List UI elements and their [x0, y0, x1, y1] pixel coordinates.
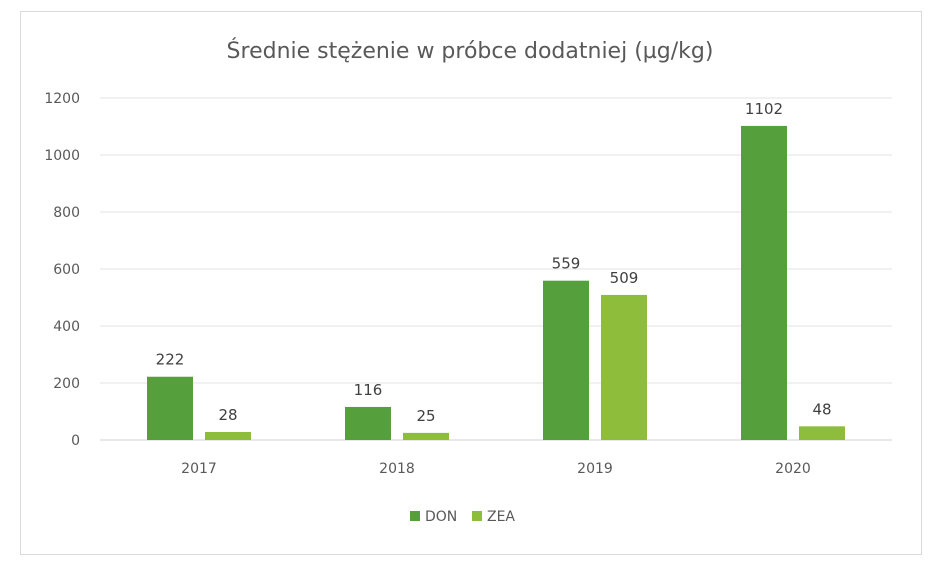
data-label-don-2019: 559: [552, 255, 581, 273]
legend-swatch-don: [410, 511, 420, 521]
legend-label-zea: ZEA: [487, 509, 515, 525]
bar-zea-2017: [205, 432, 251, 440]
x-tick-label: 2019: [577, 461, 613, 477]
bar-don-2018: [345, 406, 391, 440]
bar-zea-2018: [403, 432, 449, 440]
y-tick-label: 800: [53, 205, 80, 221]
y-tick-label: 1200: [44, 91, 80, 107]
y-tick-label: 200: [53, 376, 80, 392]
y-tick-label: 0: [71, 433, 80, 449]
data-label-zea-2018: 25: [416, 407, 435, 425]
data-labels: 222 28 116 25 559 509 1102 48: [156, 100, 832, 425]
bars: [147, 125, 845, 441]
bar-don-2020: [741, 125, 787, 441]
x-tick-label: 2020: [775, 461, 811, 477]
y-tick-label: 1000: [44, 148, 80, 164]
bar-don-2019: [543, 280, 589, 440]
y-axis-ticks: 0 200 400 600 800 1000 1200: [44, 91, 80, 449]
y-tick-label: 400: [53, 319, 80, 335]
legend-label-don: DON: [425, 509, 457, 525]
data-label-zea-2017: 28: [218, 406, 237, 424]
bar-zea-2020: [799, 426, 845, 440]
y-tick-label: 600: [53, 262, 80, 278]
legend: DON ZEA: [410, 509, 515, 525]
legend-swatch-zea: [472, 511, 482, 521]
x-axis-ticks: 2017 2018 2019 2020: [181, 461, 811, 477]
x-tick-label: 2017: [181, 461, 217, 477]
bar-zea-2019: [601, 294, 647, 440]
bar-don-2017: [147, 376, 193, 440]
data-label-don-2017: 222: [156, 351, 185, 369]
data-label-don-2020: 1102: [745, 100, 783, 118]
data-label-zea-2020: 48: [812, 400, 831, 418]
data-label-don-2018: 116: [354, 381, 383, 399]
chart-title: Średnie stężenie w próbce dodatniej (µg/…: [227, 38, 714, 64]
x-tick-label: 2018: [379, 461, 415, 477]
data-label-zea-2019: 509: [610, 269, 639, 287]
